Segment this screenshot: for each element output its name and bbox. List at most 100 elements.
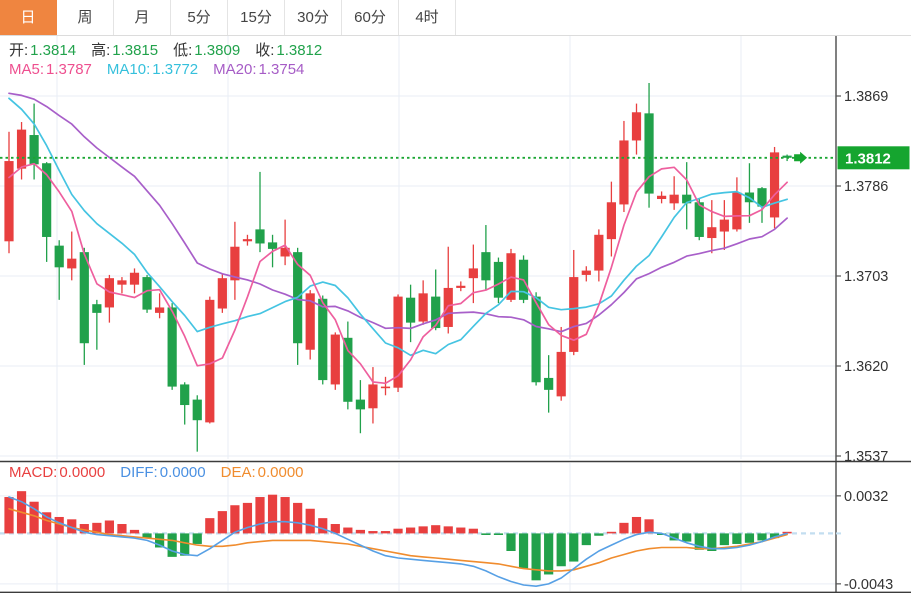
legend-ohlc-item: 高: 1.3815 — [91, 42, 158, 59]
macd-bar — [29, 501, 39, 534]
tab-30min[interactable]: 30分 — [285, 0, 342, 35]
candle-body — [594, 234, 604, 271]
candle-body — [267, 242, 278, 249]
tab-5min[interactable]: 5分 — [171, 0, 228, 35]
macd-bar — [267, 494, 278, 534]
legend-label: DIFF: — [120, 464, 158, 481]
candle-body — [531, 296, 541, 383]
candle-body — [468, 268, 478, 279]
candle-body — [343, 337, 353, 402]
candle-body — [657, 195, 667, 200]
macd-bar — [769, 533, 780, 539]
macd-bar — [606, 531, 616, 534]
legend-macd-item: MACD: 0.0000 — [9, 464, 105, 481]
current-price-tag-text: 1.3812 — [845, 150, 891, 167]
candles-layer — [4, 82, 792, 452]
candle-body — [493, 261, 504, 298]
candle-body — [368, 384, 378, 409]
macd-bar — [481, 533, 491, 535]
gridlines — [0, 36, 836, 591]
macd-bar — [205, 518, 215, 534]
ma5-line — [8, 162, 788, 385]
candle-body — [180, 384, 190, 406]
macd-bar — [343, 527, 353, 534]
axis-tick-label: 1.3620 — [844, 359, 888, 375]
tab-month[interactable]: 月 — [114, 0, 171, 35]
candle-body — [29, 135, 39, 165]
timeframe-tabbar: 日周月 5分 15分 30分 60分 4时 — [0, 0, 911, 36]
macd-bar — [531, 533, 541, 581]
legend-label: 低: — [173, 42, 193, 59]
macd-bar — [79, 524, 89, 534]
tab-day[interactable]: 日 — [0, 0, 57, 35]
tab-60min[interactable]: 60分 — [342, 0, 399, 35]
tab-4hour[interactable]: 4时 — [399, 0, 456, 35]
candle-body — [418, 293, 428, 322]
candle-body — [769, 152, 780, 218]
macd-bar — [443, 526, 453, 534]
axis-tick-label: 1.3786 — [844, 179, 888, 195]
legend-label: MA10: — [106, 61, 151, 78]
candle-body — [644, 113, 654, 194]
candle-body — [707, 227, 717, 239]
tab-week[interactable]: 周 — [57, 0, 114, 35]
legend-label: MA5: — [9, 61, 45, 78]
macd-bar — [782, 531, 792, 534]
candle-body — [355, 399, 365, 410]
macd-bar — [431, 525, 441, 534]
legend-label: 收: — [255, 42, 275, 59]
macd-bar — [192, 533, 202, 544]
candle-body — [569, 277, 579, 352]
current-price-tag: 1.3812 — [837, 146, 910, 170]
legend-ohlc-item: 收: 1.3812 — [255, 42, 322, 59]
legend-value: 0.0000 — [59, 464, 106, 481]
macd-bar — [67, 519, 77, 534]
macd-bar — [506, 533, 516, 551]
macd-bar — [92, 522, 102, 534]
macd-bar — [155, 533, 165, 548]
candle-body — [192, 399, 202, 421]
legend-value: 1.3787 — [46, 61, 92, 78]
ma10-line — [8, 97, 788, 357]
candle-body — [242, 239, 253, 242]
ma-legend: MA5: 1.3787 MA10: 1.3772 MA20: 1.3754 — [9, 61, 319, 78]
tab-15min[interactable]: 15分 — [228, 0, 285, 35]
macd-bar — [493, 533, 504, 535]
candle-body — [217, 278, 227, 309]
macd-bar — [631, 516, 642, 534]
macd-bar — [242, 502, 253, 534]
macd-bar — [406, 527, 416, 534]
candle-body — [4, 161, 14, 242]
macd-bar — [280, 497, 290, 534]
macd-bar — [744, 533, 755, 543]
candle-body — [305, 293, 315, 350]
macd-bar — [581, 533, 591, 546]
macd-bar — [42, 512, 52, 534]
legend-value: 1.3812 — [276, 42, 323, 59]
candle-body — [456, 285, 466, 288]
candle-body — [318, 298, 328, 381]
macd-bar — [556, 533, 566, 567]
macd-bar — [355, 529, 365, 534]
candle-body — [443, 287, 453, 327]
candle-body — [330, 334, 340, 385]
candle-body — [606, 202, 616, 240]
candle-body — [481, 252, 491, 281]
macd-bar — [644, 519, 654, 534]
candle-body — [79, 252, 89, 344]
macd-legend: MACD: 0.0000 DIFF: 0.0000 DEA: 0.0000 — [9, 464, 319, 481]
macd-bar — [569, 533, 579, 562]
macd-bar — [368, 531, 378, 534]
candle-body — [42, 163, 52, 237]
candle-body — [167, 307, 177, 387]
candle-body — [719, 219, 729, 232]
axis-tick-label: 1.3537 — [844, 449, 888, 465]
macd-bar — [117, 524, 127, 534]
candle-body — [581, 270, 591, 275]
candle-body — [67, 258, 77, 269]
macd-bar — [707, 533, 717, 551]
legend-macd-item: DEA: 0.0000 — [221, 464, 304, 481]
macd-bar — [167, 533, 177, 557]
legend-label: MACD: — [9, 464, 58, 481]
